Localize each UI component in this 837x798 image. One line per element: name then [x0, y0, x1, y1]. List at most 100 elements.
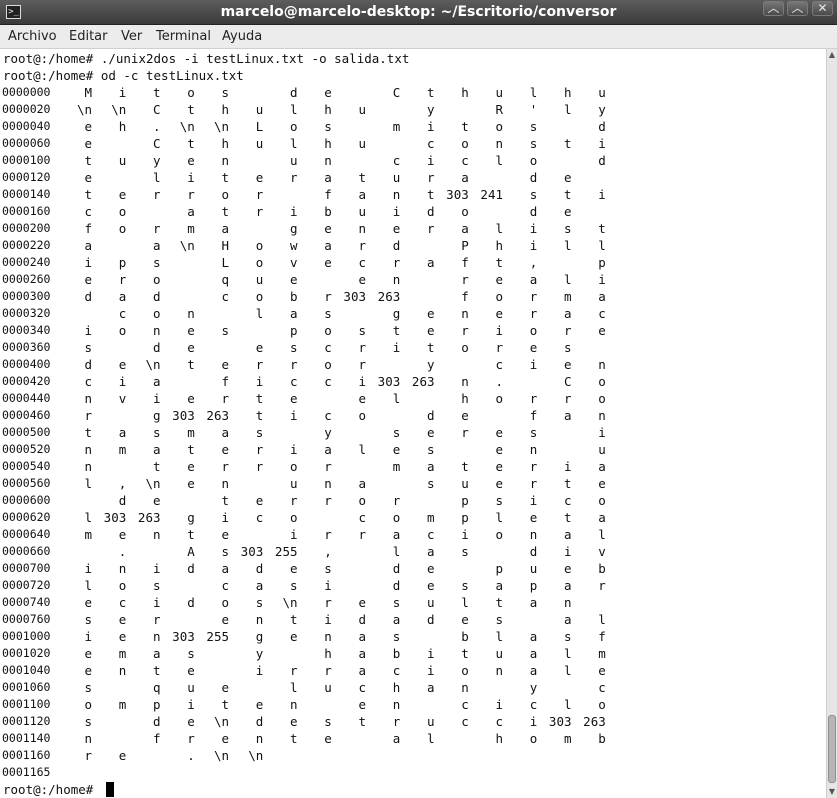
od-char: d: [529, 170, 538, 185]
od-char: e: [495, 459, 503, 474]
od-char: o: [255, 289, 264, 304]
terminal-output[interactable]: root@:/home# ./unix2dos -i testLinux.txt…: [0, 49, 826, 798]
od-row: 0000140 t e r r o r f a n t 303 241 s t i: [0, 186, 826, 203]
od-char: i: [289, 204, 298, 219]
od-char: e: [529, 510, 538, 525]
menu-editar[interactable]: Editar: [69, 29, 108, 44]
menu-ver[interactable]: Ver: [121, 29, 143, 44]
od-char: s: [392, 595, 401, 610]
maximize-button[interactable]: ︿: [787, 1, 808, 16]
od-char: a: [563, 306, 572, 321]
od-char: a: [495, 578, 503, 593]
od-char: 255: [206, 629, 229, 644]
od-char: u: [495, 646, 503, 661]
od-char: i: [84, 255, 92, 270]
od-char: o: [118, 578, 127, 593]
od-char: t: [152, 85, 161, 100]
od-offset: 0000660: [2, 544, 51, 558]
od-char: \n: [145, 357, 161, 372]
shell-prompt[interactable]: root@:/home#: [3, 782, 94, 797]
od-char: t: [255, 391, 264, 406]
od-char: s: [152, 255, 161, 270]
menu-bar: Archivo Editar Ver Terminal Ayuda: [0, 25, 837, 49]
od-char: L: [221, 255, 229, 270]
od-char: t: [426, 85, 435, 100]
od-char: o: [529, 323, 538, 338]
od-char: s: [529, 119, 538, 134]
od-char: i: [255, 374, 264, 389]
od-char: d: [392, 561, 401, 576]
od-char: C: [152, 136, 161, 151]
od-char: o: [289, 119, 298, 134]
scrollbar-thumb[interactable]: [828, 715, 836, 783]
od-char: i: [563, 459, 572, 474]
od-char: b: [392, 646, 401, 661]
od-row: 0001020 e m a s y h a b i t u a l m: [0, 645, 826, 662]
menu-archivo[interactable]: Archivo: [8, 29, 57, 44]
od-char: i: [324, 612, 332, 627]
od-char: s: [324, 119, 332, 134]
od-offset: 0000200: [2, 221, 51, 235]
od-row: 0000700 i n i d a d e s d e p u e b: [0, 560, 826, 577]
od-char: n: [529, 442, 538, 457]
od-char: e: [461, 612, 469, 627]
minimize-button[interactable]: ︿: [763, 1, 784, 16]
od-char: d: [426, 204, 435, 219]
od-char: o: [84, 697, 92, 712]
scroll-down-arrow-icon[interactable]: ▼: [828, 787, 836, 796]
od-char: a: [563, 612, 572, 627]
od-char: a: [426, 459, 435, 474]
od-row: 0000500 t a s m a s y s e r e s i: [0, 424, 826, 441]
od-char: a: [221, 425, 229, 440]
od-char: a: [529, 646, 538, 661]
od-char: l: [563, 663, 572, 678]
od-char: C: [392, 85, 401, 100]
od-char: o: [461, 204, 469, 219]
od-char: r: [358, 238, 366, 253]
terminal-icon[interactable]: >_: [6, 5, 21, 19]
vertical-scrollbar[interactable]: ▲ ▼: [826, 49, 837, 798]
od-char: l: [495, 221, 503, 236]
menu-ayuda[interactable]: Ayuda: [222, 29, 263, 44]
od-char: c: [392, 663, 401, 678]
od-char: a: [358, 663, 366, 678]
od-char: i: [118, 85, 127, 100]
od-char: m: [187, 425, 195, 440]
od-char: c: [461, 697, 469, 712]
od-char: e: [598, 323, 606, 338]
od-char: r: [495, 340, 503, 355]
od-char: c: [598, 680, 606, 695]
od-char: e: [563, 561, 572, 576]
od-char: l: [84, 578, 92, 593]
od-char: i: [84, 323, 92, 338]
od-char: e: [358, 272, 366, 287]
od-char: i: [598, 187, 606, 202]
od-char: o: [358, 493, 366, 508]
od-char: p: [461, 510, 469, 525]
od-offset: 0000720: [2, 578, 51, 592]
scroll-up-arrow-icon[interactable]: ▲: [828, 50, 836, 59]
od-char: i: [529, 357, 538, 372]
od-char: e: [255, 170, 264, 185]
od-char: c: [358, 510, 366, 525]
menu-terminal[interactable]: Terminal: [156, 29, 211, 44]
od-char: g: [152, 408, 161, 423]
od-row: 0000340 i o n e s p o s t e r i o r e: [0, 322, 826, 339]
od-char: .: [152, 119, 161, 134]
od-char: e: [84, 646, 92, 661]
od-char: t: [392, 323, 401, 338]
od-char: 303: [240, 544, 264, 559]
od-char: M: [84, 85, 92, 100]
od-char: d: [84, 289, 92, 304]
od-char: s: [563, 221, 572, 236]
od-char: a: [563, 408, 572, 423]
close-button[interactable]: ✕: [812, 1, 833, 16]
od-char: s: [426, 442, 435, 457]
od-char: t: [187, 357, 195, 372]
od-char: R: [495, 102, 503, 117]
od-char: t: [289, 612, 298, 627]
od-char: e: [118, 187, 127, 202]
od-char: u: [289, 476, 298, 491]
od-char: d: [118, 493, 127, 508]
